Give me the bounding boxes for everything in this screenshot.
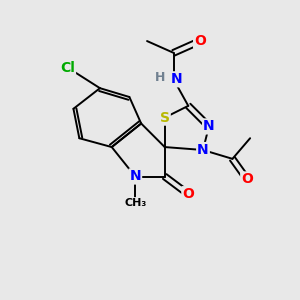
Text: Cl: Cl xyxy=(60,61,75,75)
Text: CH₃: CH₃ xyxy=(124,198,146,208)
Text: O: O xyxy=(241,172,253,186)
Text: N: N xyxy=(197,143,209,157)
Text: N: N xyxy=(171,72,182,86)
Text: O: O xyxy=(182,187,194,201)
Text: N: N xyxy=(203,119,215,134)
Text: N: N xyxy=(130,169,141,184)
Text: S: S xyxy=(160,111,170,124)
Text: O: O xyxy=(194,34,206,48)
Text: H: H xyxy=(155,71,166,84)
